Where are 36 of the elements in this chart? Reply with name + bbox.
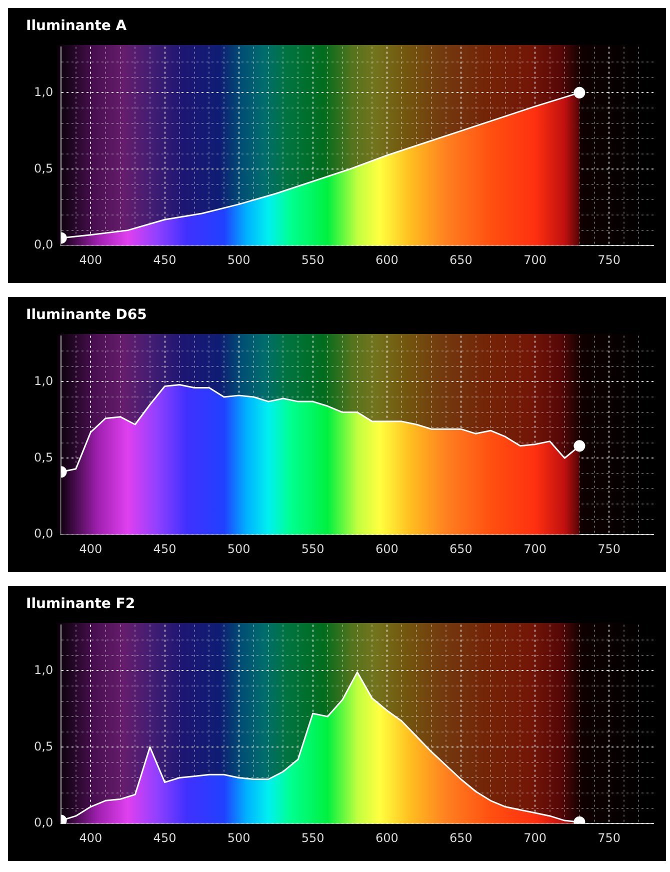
x-tick-label: 400 xyxy=(79,830,102,845)
x-tick-label: 650 xyxy=(450,542,472,556)
x-tick-label: 600 xyxy=(375,252,398,267)
y-tick-label: 0,0 xyxy=(34,238,54,252)
y-tick-label: 0,5 xyxy=(34,450,54,464)
y-tick-label: 0,0 xyxy=(34,816,54,830)
x-tick-label: 550 xyxy=(301,830,324,845)
x-tick-label: 450 xyxy=(153,252,176,267)
y-tick-label: 1,0 xyxy=(34,374,54,388)
x-tick-label: 700 xyxy=(524,542,546,556)
x-tick-label: 650 xyxy=(450,252,472,267)
x-tick-label: 550 xyxy=(301,252,324,267)
chart-title: Iluminante A xyxy=(26,18,127,34)
chart-title: Iluminante F2 xyxy=(26,596,136,612)
x-tick-label: 400 xyxy=(79,542,102,556)
chart-title: Iluminante D65 xyxy=(26,307,147,324)
x-tick-label: 750 xyxy=(598,542,621,556)
y-tick-label: 0,5 xyxy=(34,161,54,176)
x-tick-label: 450 xyxy=(153,542,176,556)
y-tick-label: 0,5 xyxy=(34,739,54,754)
x-tick-label: 700 xyxy=(524,252,546,267)
x-tick-label: 700 xyxy=(524,830,546,845)
x-tick-label: 600 xyxy=(375,542,398,556)
x-tick-label: 550 xyxy=(301,542,324,556)
x-tick-label: 500 xyxy=(227,830,250,845)
x-tick-label: 650 xyxy=(450,830,472,845)
x-tick-label: 750 xyxy=(598,252,621,267)
x-tick-label: 400 xyxy=(79,252,102,267)
x-tick-label: 450 xyxy=(153,830,176,845)
x-tick-label: 750 xyxy=(598,830,621,845)
y-tick-label: 1,0 xyxy=(34,84,54,99)
x-tick-label: 500 xyxy=(227,252,250,267)
x-tick-label: 600 xyxy=(375,830,398,845)
y-tick-label: 1,0 xyxy=(34,662,54,677)
x-tick-label: 500 xyxy=(227,542,250,556)
y-tick-label: 0,0 xyxy=(34,526,54,541)
